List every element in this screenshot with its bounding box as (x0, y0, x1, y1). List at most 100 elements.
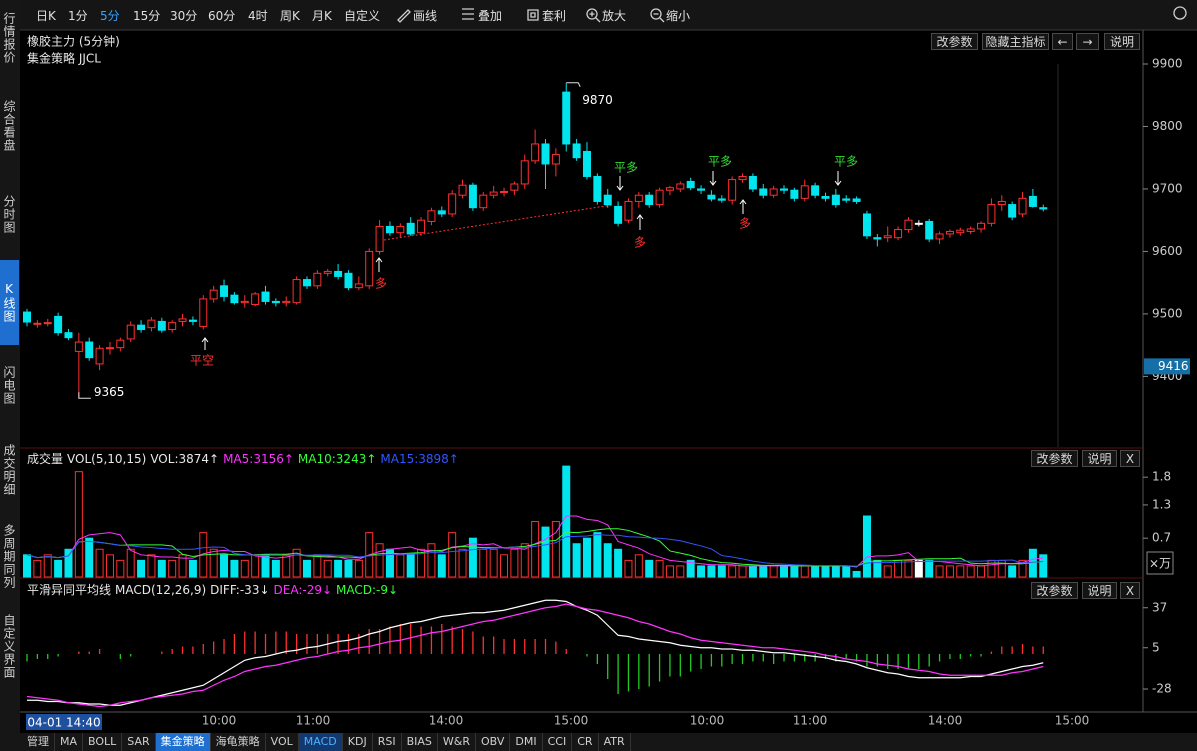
candle-body (261, 291, 270, 302)
indicator-tab[interactable]: 集金策略 (155, 733, 211, 751)
sidebar-tab[interactable]: 多周期同列 (2, 524, 16, 589)
candle-body (126, 324, 135, 340)
toolbar-item[interactable]: 自定义 (344, 9, 381, 23)
toolbar-item[interactable]: 周K (280, 9, 300, 23)
volume-bar (74, 471, 83, 578)
candle-body (728, 179, 737, 201)
indicator-tab[interactable]: OBV (476, 733, 511, 751)
toolbar-item[interactable]: 5分 (100, 9, 120, 23)
indicator-tab[interactable]: W&R (438, 733, 476, 751)
volume-bar (717, 565, 726, 578)
candle-body (209, 289, 218, 300)
toolbar-item[interactable]: 30分 (170, 9, 198, 23)
signal-label: 多 (634, 236, 646, 250)
toolbar-item[interactable]: 60分 (208, 9, 236, 23)
indicator-tab[interactable]: CCI (543, 733, 573, 751)
panel-button[interactable]: X (1120, 582, 1140, 599)
indicator-tab[interactable]: 管理 (22, 733, 55, 751)
time-label: 14:00 (928, 714, 963, 728)
sidebar-tab[interactable]: 行情报价 (2, 11, 16, 64)
toolbar-item[interactable]: 1分 (68, 9, 88, 23)
y-tick-label: -28 (1152, 682, 1172, 696)
volume-bar (23, 554, 31, 578)
volume-bar (468, 537, 477, 578)
signal-label: 平多 (614, 161, 638, 175)
panel-button[interactable]: 说明 (1104, 33, 1140, 50)
panel-button[interactable]: 改参数 (931, 33, 978, 50)
sidebar-tab[interactable]: 分时图 (2, 194, 16, 234)
volume-bar (489, 548, 498, 578)
indicator-tab[interactable]: CR (572, 733, 599, 751)
indicator-tab[interactable]: KDJ (343, 733, 373, 751)
volume-bar (904, 559, 913, 578)
panel-button[interactable]: 改参数 (1031, 582, 1078, 599)
strategy-line (383, 204, 613, 241)
volume-bar (54, 559, 63, 578)
indicator-tab[interactable]: RSI (373, 733, 402, 751)
candle-body (448, 193, 457, 215)
volume-bar (85, 537, 94, 578)
volume-bar (448, 532, 457, 578)
volume-bar (541, 526, 550, 578)
candle-body (168, 322, 177, 331)
candle-body (302, 279, 311, 287)
panel-button[interactable]: 改参数 (1031, 450, 1078, 467)
unit-label: ×万 (1149, 557, 1171, 571)
panel-button[interactable]: 说明 (1082, 450, 1117, 467)
volume-bar (655, 559, 664, 578)
panel-button[interactable]: 说明 (1082, 582, 1117, 599)
candle-body (365, 250, 374, 287)
y-tick-label: 0.7 (1152, 531, 1171, 545)
toolbar-item[interactable]: 4时 (248, 9, 268, 23)
indicator-tab[interactable]: ATR (599, 733, 631, 751)
volume-bar (862, 515, 871, 578)
candle-body (458, 184, 467, 196)
indicator-tab[interactable]: BIAS (402, 733, 438, 751)
volume-bar (178, 554, 187, 578)
signal-label: 平多 (834, 155, 858, 169)
y-tick-label: 1.8 (1152, 470, 1171, 484)
volume-bar (147, 554, 156, 578)
zoom-out-icon (650, 8, 662, 20)
toolbar-item[interactable]: 月K (312, 9, 332, 23)
next-button[interactable]: → (1076, 33, 1099, 50)
toolbar-item[interactable]: 缩小 (666, 9, 691, 23)
indicator-tab[interactable]: BOLL (83, 733, 123, 751)
y-tick-label: 9600 (1152, 244, 1183, 258)
toolbar-item[interactable]: 套利 (542, 9, 567, 23)
time-label: 10:00 (202, 714, 237, 728)
toolbar-item[interactable]: 放大 (602, 9, 627, 23)
label-leader (566, 82, 581, 87)
candle-body (199, 298, 208, 327)
macd-title: 平滑异同平均线 (27, 583, 111, 597)
volume-bar (914, 559, 923, 578)
volume-bar (230, 559, 239, 578)
toolbar-item[interactable]: 日K (36, 9, 56, 23)
indicator-tab[interactable]: MACD (298, 733, 343, 751)
sidebar-tab[interactable]: 闪电图 (2, 365, 16, 405)
sidebar-tab[interactable]: 自定义界面 (2, 613, 16, 679)
panel-button[interactable]: 隐藏主指标 (982, 33, 1049, 50)
volume-bar (821, 565, 830, 578)
indicator-tab[interactable]: 海龟策略 (211, 733, 266, 751)
sidebar-tab[interactable]: 综合看盘 (2, 100, 16, 152)
volume-bar (354, 559, 363, 578)
sidebar-tab[interactable]: 成交明细 (2, 444, 16, 496)
indicator-tab[interactable]: VOL (266, 733, 299, 751)
volume-bar (780, 565, 789, 578)
toolbar-item[interactable]: 画线 (413, 9, 438, 23)
prev-button[interactable]: ← (1052, 33, 1073, 50)
signal-arrow-head (616, 185, 624, 191)
indicator-tab[interactable]: DMI (510, 733, 543, 751)
indicator-tab[interactable]: MA (55, 733, 84, 751)
toolbar-item[interactable]: 15分 (133, 9, 161, 23)
unit-box (1146, 551, 1174, 575)
toolbar-item[interactable]: 叠加 (478, 9, 503, 23)
indicator-tab[interactable]: SAR (122, 733, 156, 751)
panel-button[interactable]: X (1120, 450, 1140, 467)
sidebar-tab[interactable]: K线图 (0, 260, 19, 345)
volume-bar (209, 548, 218, 578)
volume-bar (665, 565, 674, 578)
indicator-tabs: 管理 MA BOLL SAR 集金策略 海龟策略 VOL MACD KDJ RSI BIAS W&R O… (22, 733, 631, 751)
